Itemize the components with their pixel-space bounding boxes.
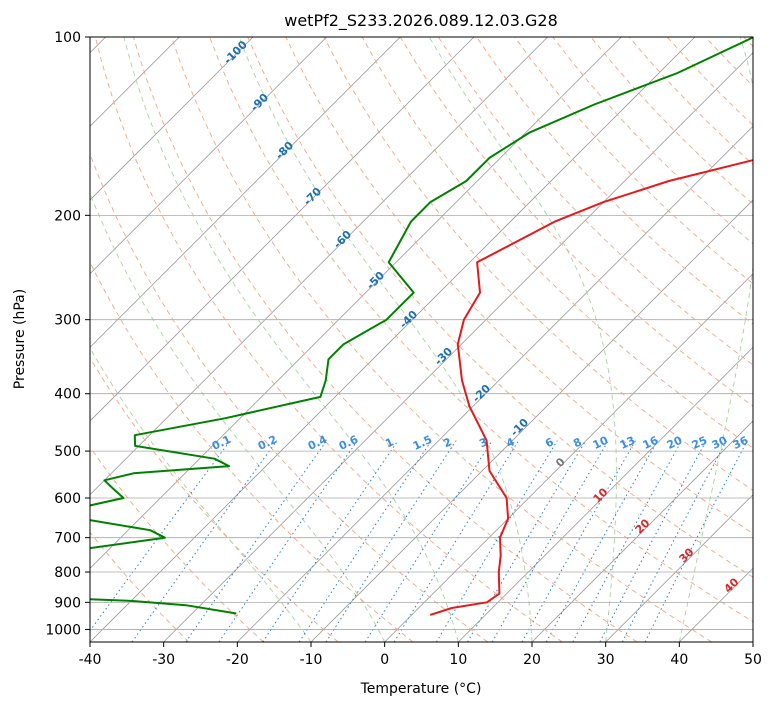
y-tick-label: 800	[54, 565, 81, 581]
y-tick-label: 1000	[45, 622, 81, 638]
y-tick-label: 400	[54, 387, 81, 403]
x-tick-label: -40	[79, 652, 102, 668]
x-tick-label: 0	[380, 652, 389, 668]
y-tick-label: 600	[54, 491, 81, 507]
x-tick-label: 50	[744, 652, 762, 668]
x-tick-label: -20	[226, 652, 249, 668]
x-tick-label: 40	[670, 652, 688, 668]
y-tick-label: 100	[54, 30, 81, 46]
x-tick-label: -10	[300, 652, 323, 668]
x-tick-label: 20	[523, 652, 541, 668]
x-tick-label: -30	[152, 652, 175, 668]
x-tick-label: 30	[597, 652, 615, 668]
y-tick-label: 700	[54, 531, 81, 547]
x-axis-label: Temperature (°C)	[360, 681, 482, 697]
x-tick-label: 10	[449, 652, 467, 668]
y-tick-label: 300	[54, 313, 81, 329]
y-tick-label: 500	[54, 444, 81, 460]
y-tick-label: 900	[54, 595, 81, 611]
chart-title: wetPf2_S233.2026.089.12.03.G28	[284, 11, 558, 31]
y-tick-label: 200	[54, 208, 81, 224]
y-axis-label: Pressure (hPa)	[12, 289, 28, 389]
